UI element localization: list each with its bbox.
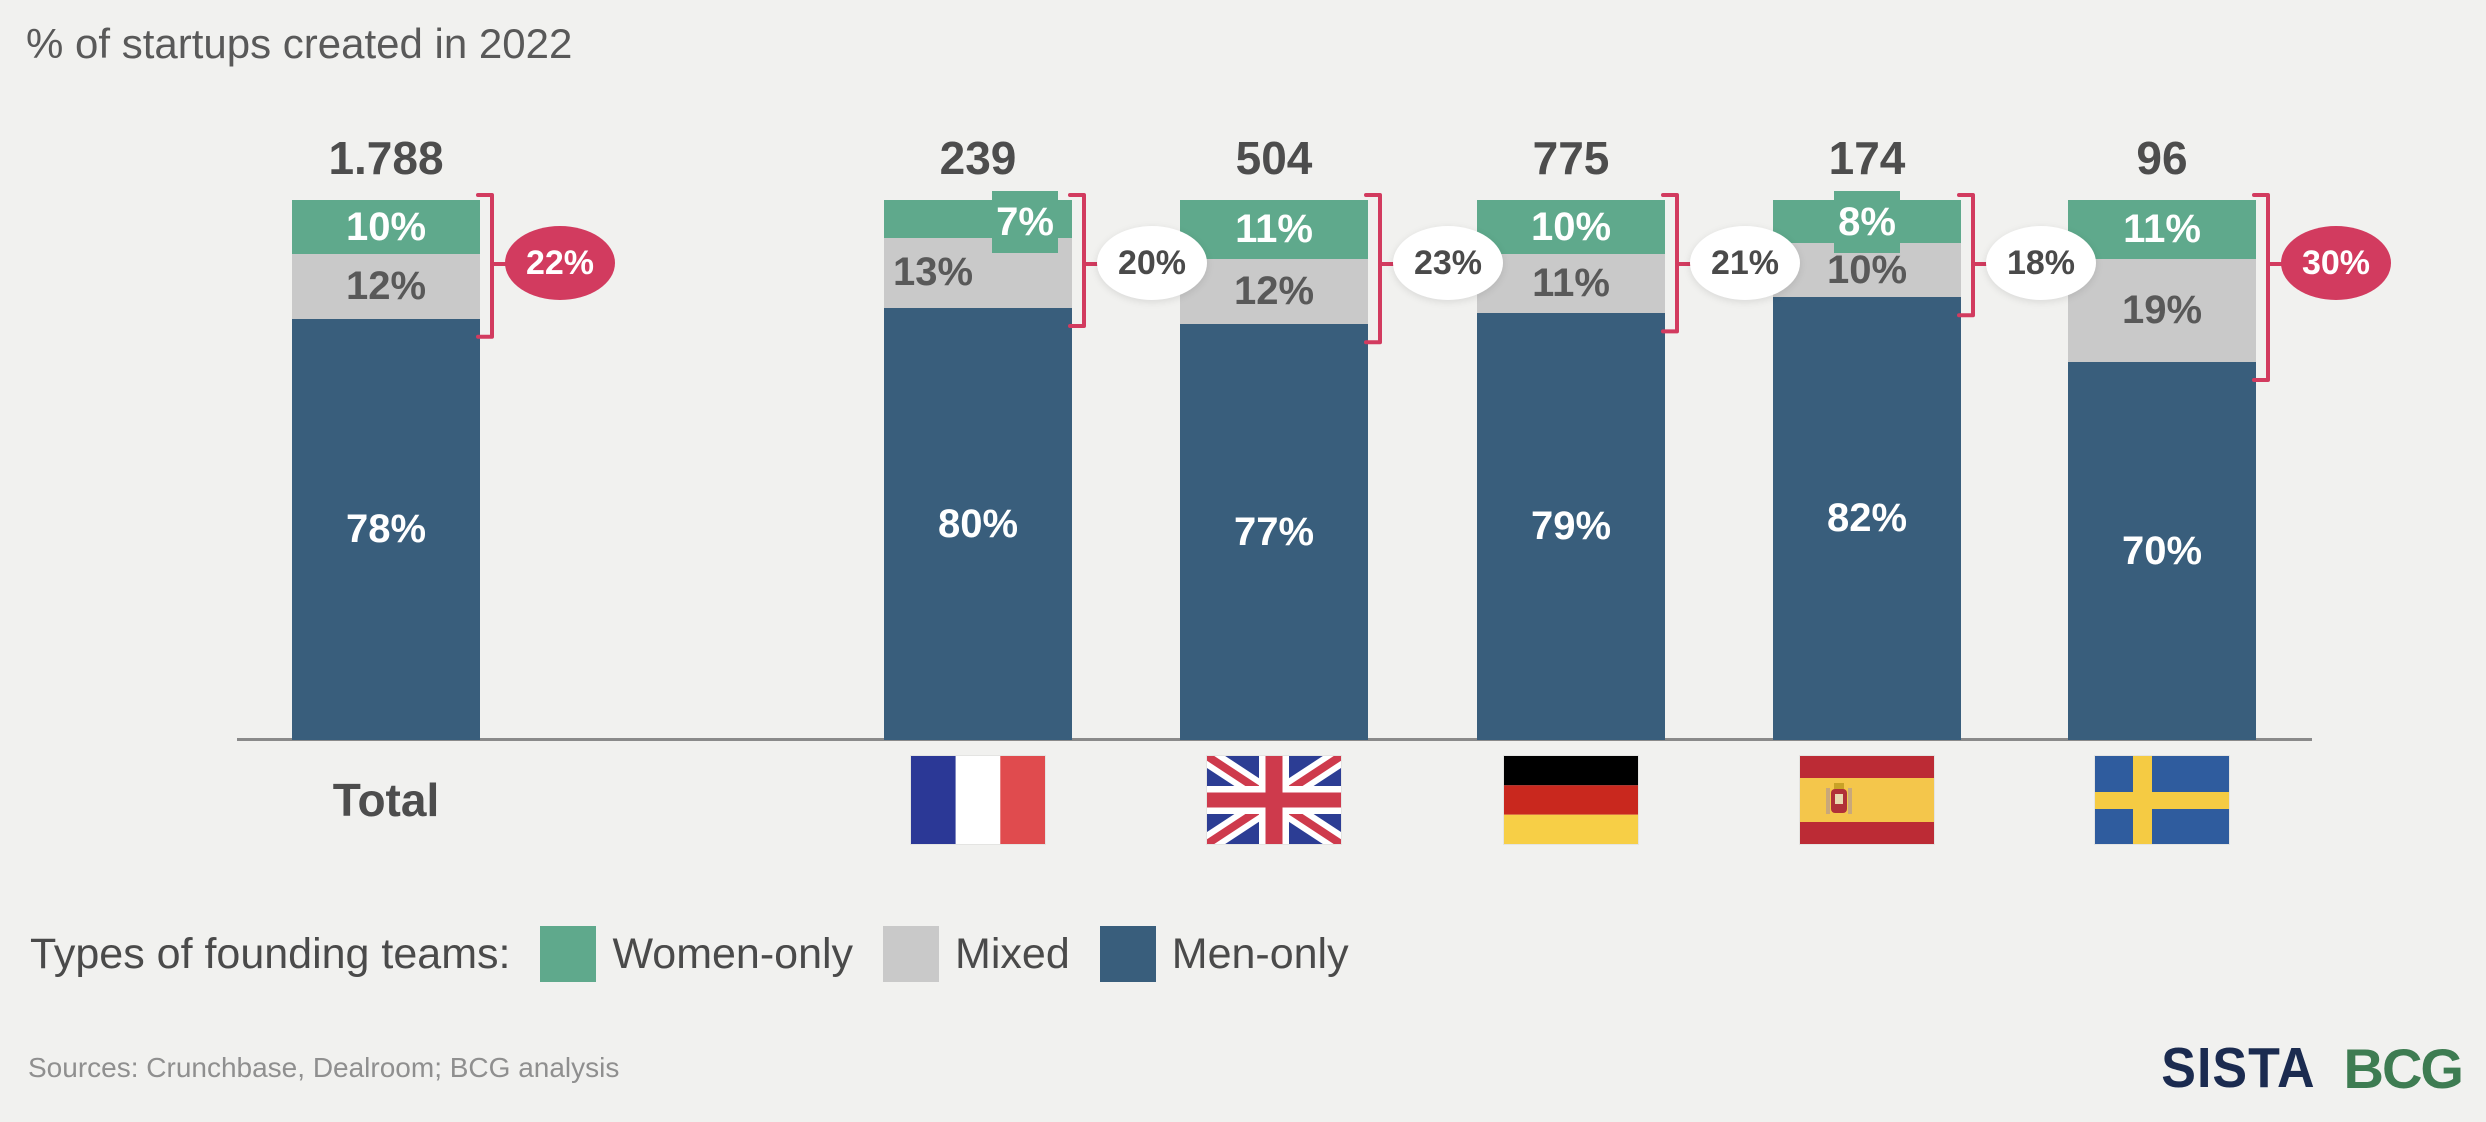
legend-prefix: Types of founding teams: [30,929,511,978]
legend-label-women-only: Women-only [612,929,854,978]
segment-men-spain: 82% [1773,297,1961,740]
flag-germany [1504,756,1638,844]
segment-label-women-germany: 10% [1530,204,1612,249]
bracket-germany [1661,193,1693,334]
segment-label-men-germany: 79% [1530,504,1612,549]
segment-label-men-france: 80% [937,501,1019,546]
bar-count-united-kingdom: 504 [1235,132,1313,184]
legend-swatch-men-only [1099,926,1156,982]
badge-combined-total: 22% [505,226,615,300]
segment-men-france: 80% [884,308,1072,740]
badge-combined-sweden: 30% [2281,226,2391,300]
segment-mixed-france: 13% [884,237,1072,308]
segment-label-men-sweden: 70% [2121,528,2203,573]
legend-label-mixed: Mixed [955,929,1070,978]
segment-women-total: 10% [292,200,480,254]
badge-combined-spain: 18% [1986,226,2096,300]
legend-item-mixed: Mixed [883,926,1070,982]
segment-mixed-sweden: 19% [2068,259,2256,362]
segment-women-sweden: 11% [2068,200,2256,260]
bracket-france [1068,193,1100,328]
flag-sweden [2095,756,2229,844]
flag-france [911,756,1045,844]
callout-women-france: 7% [992,191,1058,253]
segment-label-men-spain: 82% [1826,496,1908,541]
badge-combined-germany: 21% [1690,226,1800,300]
segment-label-mixed-france: 13% [892,250,974,295]
logos: SISTA BCG [2161,1036,2464,1101]
flag-spain [1800,756,1934,844]
segment-label-men-total: 78% [345,506,427,551]
sista-logo: SISTA [2161,1037,2316,1100]
segment-women-germany: 10% [1477,200,1665,254]
legend-swatch-mixed [883,926,940,982]
segment-men-united-kingdom: 77% [1180,324,1368,740]
segment-label-mixed-spain: 10% [1826,247,1908,292]
segment-women-united-kingdom: 11% [1180,200,1368,260]
bar-count-total: 1.788 [328,132,444,184]
segment-label-mixed-united-kingdom: 12% [1233,269,1315,314]
segment-label-mixed-germany: 11% [1532,261,1610,306]
legend-item-women-only: Women-only [540,926,853,982]
bcg-logo: BCG [2343,1037,2464,1100]
bracket-total [476,193,508,339]
segment-men-total: 78% [292,318,480,740]
legend-swatch-women-only [540,926,597,982]
flag-united-kingdom [1207,756,1341,844]
segment-label-mixed-total: 12% [345,263,427,308]
badge-combined-france: 20% [1097,226,1207,300]
bracket-sweden [2252,193,2284,382]
segment-label-mixed-sweden: 19% [2121,288,2203,333]
segment-men-germany: 79% [1477,313,1665,740]
bar-count-france: 239 [939,132,1017,184]
legend-label-men-only: Men-only [1171,929,1349,978]
badge-combined-united-kingdom: 23% [1393,226,1503,300]
bar-count-sweden: 96 [2136,132,2188,184]
sources-note: Sources: Crunchbase, Dealroom; BCG analy… [28,1052,620,1083]
chart-title: % of startups created in 2022 [26,20,573,67]
bracket-spain [1957,193,1989,318]
segment-men-sweden: 70% [2068,362,2256,740]
legend-item-men-only: Men-only [1099,926,1349,982]
segment-mixed-total: 12% [292,254,480,319]
bar-count-germany: 775 [1532,132,1610,184]
legend: Types of founding teams: Women-only Mixed… [30,926,1349,982]
segment-label-men-united-kingdom: 77% [1233,509,1315,554]
x-label-total: Total [332,774,440,826]
callout-women-spain: 8% [1834,191,1900,253]
segment-label-women-total: 10% [345,204,427,249]
segment-label-women-united-kingdom: 11% [1235,207,1313,252]
segment-label-women-sweden: 11% [2123,207,2201,252]
segment-mixed-united-kingdom: 12% [1180,259,1368,325]
segment-mixed-germany: 11% [1477,254,1665,314]
bracket-united-kingdom [1364,193,1396,345]
bar-count-spain: 174 [1828,132,1906,184]
